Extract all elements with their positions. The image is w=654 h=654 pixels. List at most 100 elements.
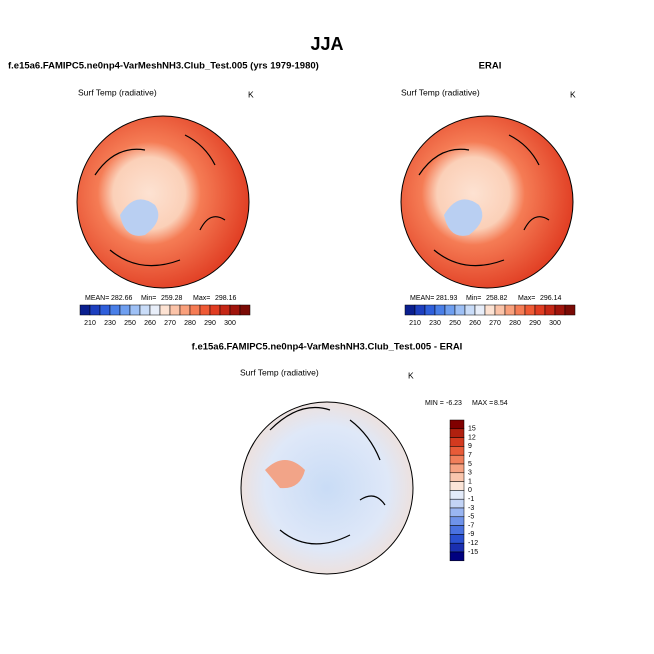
variable-label: Surf Temp (radiative) [240,367,319,377]
colorbar-label: 1 [468,478,472,485]
colorbar-box [449,542,465,553]
variable-label: Surf Temp (radiative) [401,87,480,97]
colorbar-label: 250 [124,320,136,327]
colorbar-box [229,304,241,316]
colorbar-box [239,304,251,316]
colorbar-label: 270 [164,320,176,327]
colorbar-box [449,516,465,526]
colorbar-box [99,304,111,316]
colorbar-label: 260 [469,320,481,327]
colorbar-box [534,304,546,316]
stat: -6.23 [446,400,462,407]
colorbar-box [514,304,526,316]
colorbar-label: 0 [468,487,472,494]
colorbar-box [449,472,465,482]
colorbar-box [79,304,91,316]
colorbar-box [404,304,416,316]
colorbar-box [449,507,465,518]
colorbar-label: 210 [409,320,421,327]
stat: Max= [193,295,210,302]
colorbar-box [109,304,121,316]
colorbar-box [449,454,465,465]
stat: 8.54 [494,400,508,407]
colorbar-box [449,534,465,544]
colorbar-label: 290 [204,320,216,327]
colorbar-label: 270 [489,320,501,327]
panel-title: f.e15a6.FAMIPC5.ne0np4-VarMeshNH3.Club_T… [8,61,319,72]
panel-title: ERAI [479,61,502,72]
units-label: K [248,89,254,99]
stat: MEAN= [410,295,434,302]
colorbar-box [149,304,161,316]
colorbar-box [449,463,465,474]
colorbar-box [449,498,465,509]
colorbar-box [504,304,516,316]
colorbar-box [189,304,201,316]
units-label: K [408,370,414,380]
colorbar-label: -7 [468,522,474,529]
colorbar-label: 5 [468,461,472,468]
colorbar-box [544,304,556,316]
colorbar-box [414,304,426,316]
colorbar-label: 230 [429,320,441,327]
colorbar-box [434,304,446,316]
colorbar-box [219,304,231,316]
colorbar-label: -1 [468,496,474,503]
colorbar-label: 15 [468,426,476,433]
stat: Min= [466,295,481,302]
colorbar-box [119,304,131,316]
panel-title: f.e15a6.FAMIPC5.ne0np4-VarMeshNH3.Club_T… [192,342,463,353]
colorbar-box [449,490,465,500]
polar-map [240,401,414,575]
colorbar-label: 260 [144,320,156,327]
stat: 296.14 [540,295,562,302]
stat: 259.28 [161,295,183,302]
colorbar-box [449,446,465,456]
colorbar-box [554,304,566,316]
stat: Max= [518,295,535,302]
stat: MEAN= [85,295,109,302]
colorbar-box [209,304,221,316]
colorbar-label: 9 [468,443,472,450]
colorbar-label: 230 [104,320,116,327]
colorbar-label: 250 [449,320,461,327]
colorbar-box [449,419,465,430]
stat: 282.66 [111,295,133,302]
colorbar-label: -15 [468,549,478,556]
colorbar-box [564,304,576,316]
stat: 298.16 [215,295,237,302]
colorbar-box [484,304,496,316]
stat: 281.93 [436,295,458,302]
colorbar-box [464,304,476,316]
polar-map [76,115,250,289]
colorbar-label: 12 [468,434,476,441]
colorbar-box [444,304,456,316]
colorbar-label: 7 [468,452,472,459]
polar-map [400,115,574,289]
colorbar-box [169,304,181,316]
colorbar-box [449,525,465,535]
colorbar-box [159,304,171,316]
colorbar-box [199,304,211,316]
colorbar-label: 3 [468,470,472,477]
colorbar-box [89,304,101,316]
colorbar-label: 280 [184,320,196,327]
colorbar-box [139,304,151,316]
colorbar-box [449,551,465,562]
variable-label: Surf Temp (radiative) [78,87,157,97]
colorbar-label: -3 [468,505,474,512]
colorbar-label: -5 [468,514,474,521]
colorbar-label: -12 [468,540,478,547]
stat: MIN = [425,400,444,407]
colorbar-box [449,428,465,438]
colorbar-box [424,304,436,316]
stat: Min= [141,295,156,302]
units-label: K [570,89,576,99]
colorbar-box [524,304,536,316]
stat: MAX = [472,400,493,407]
colorbar-box [454,304,466,316]
colorbar-box [474,304,486,316]
colorbar-box [494,304,506,316]
colorbar-label: 280 [509,320,521,327]
